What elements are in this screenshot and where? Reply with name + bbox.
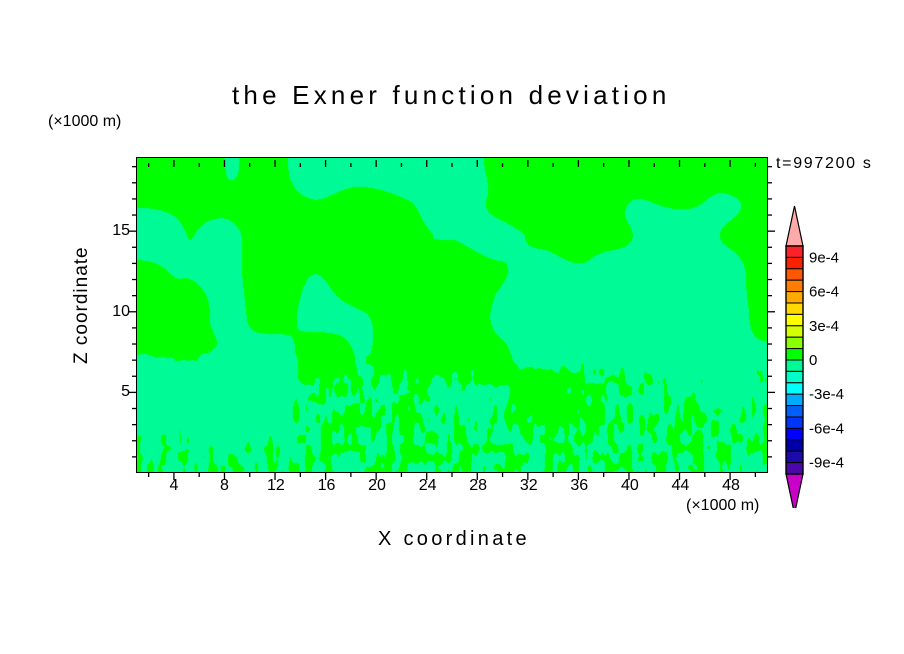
svg-text:9e-4: 9e-4 bbox=[809, 249, 839, 266]
svg-text:3e-4: 3e-4 bbox=[809, 318, 839, 335]
svg-text:0: 0 bbox=[809, 352, 817, 369]
svg-text:6e-4: 6e-4 bbox=[809, 284, 839, 301]
svg-text:-9e-4: -9e-4 bbox=[809, 455, 844, 472]
svg-text:-6e-4: -6e-4 bbox=[809, 420, 844, 437]
svg-text:-3e-4: -3e-4 bbox=[809, 386, 844, 403]
